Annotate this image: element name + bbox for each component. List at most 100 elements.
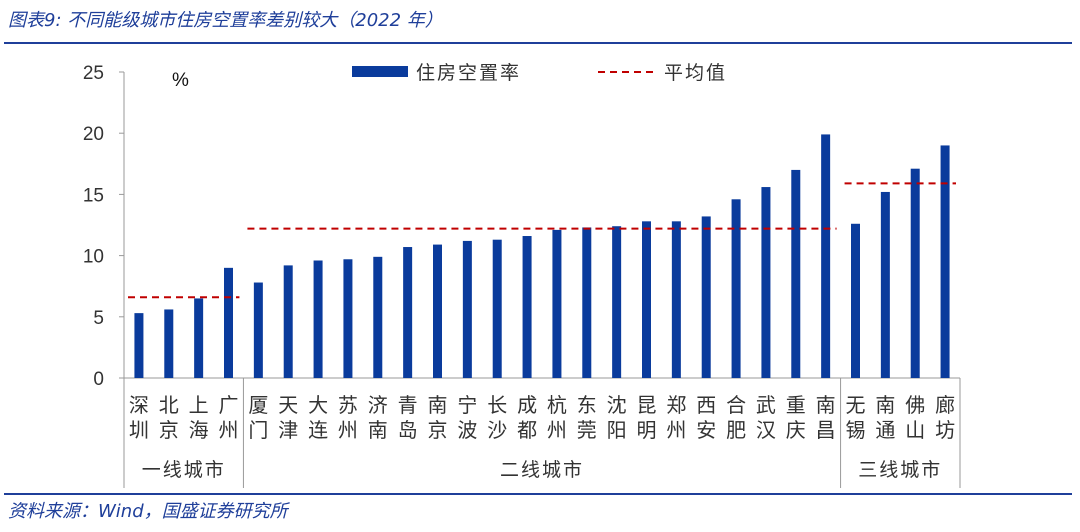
x-tick-label: 锡 [846, 418, 866, 442]
x-tick-label: 肥 [726, 418, 746, 442]
x-tick-label: 成 [517, 393, 537, 417]
bar [642, 221, 651, 378]
x-tick-label: 州 [219, 418, 239, 442]
bottom-rule [4, 493, 1072, 495]
x-tick-label: 深 [129, 393, 149, 417]
x-tick-label: 圳 [129, 418, 149, 442]
x-tick-label: 山 [905, 418, 925, 442]
bar [612, 226, 622, 378]
bar [462, 240, 472, 378]
legend-bar-label: 住房空置率 [416, 62, 521, 84]
x-tick-label: 沙 [487, 418, 507, 442]
bar [761, 187, 771, 378]
x-tick-label: 州 [666, 418, 686, 442]
top-rule [4, 42, 1072, 44]
bar [433, 244, 442, 378]
bar [134, 313, 144, 378]
x-tick-label: 汉 [756, 418, 776, 442]
x-tick-label: 上 [189, 393, 209, 417]
y-unit-label: % [172, 70, 189, 91]
x-tick-label: 州 [338, 418, 358, 442]
bar [253, 282, 263, 378]
x-tick-label: 佛 [905, 393, 925, 417]
x-tick-label: 昆 [637, 393, 657, 417]
bar [522, 236, 532, 378]
y-tick-label: 15 [83, 185, 104, 206]
source-note: 资料来源：Wind，国盛证券研究所 [8, 501, 288, 522]
bar [403, 247, 413, 378]
bar [194, 298, 204, 378]
bar [851, 223, 860, 378]
x-tick-label: 西 [696, 393, 716, 417]
x-tick-label: 莞 [577, 418, 597, 442]
y-tick-label: 25 [83, 63, 104, 84]
bar [940, 145, 950, 378]
x-tick-label: 连 [308, 418, 328, 442]
x-tick-label: 廊 [935, 393, 955, 417]
x-tick-label: 通 [875, 418, 895, 442]
x-tick-label: 东 [577, 393, 597, 417]
x-tick-label: 大 [308, 393, 328, 417]
x-tick-label: 郑 [666, 393, 686, 417]
y-tick-label: 0 [93, 369, 104, 390]
bar [224, 267, 233, 378]
bar [671, 221, 681, 378]
x-tick-label: 武 [756, 393, 776, 417]
x-tick-label: 济 [368, 393, 388, 417]
x-tick-label: 厦 [248, 393, 268, 417]
y-tick-label: 20 [83, 124, 104, 145]
x-tick-label: 杭 [547, 393, 567, 417]
bar [313, 260, 323, 378]
bar [821, 134, 831, 378]
x-tick-label: 合 [726, 393, 746, 417]
group-label: 二线城市 [500, 459, 584, 481]
bar [492, 239, 502, 378]
x-tick-label: 门 [248, 418, 268, 442]
x-tick-label: 庆 [786, 418, 806, 442]
group-label: 一线城市 [142, 459, 226, 481]
x-tick-label: 海 [189, 418, 209, 442]
x-tick-label: 州 [547, 418, 567, 442]
x-tick-label: 昌 [816, 418, 836, 442]
bar [343, 259, 353, 378]
x-tick-label: 南 [368, 418, 388, 442]
bar [701, 216, 711, 378]
bar [582, 227, 592, 378]
x-tick-label: 岛 [398, 418, 418, 442]
bar [910, 168, 920, 378]
x-tick-label: 沈 [607, 393, 627, 417]
x-tick-label: 波 [457, 418, 477, 442]
x-tick-label: 重 [786, 393, 806, 417]
bar [283, 265, 293, 378]
x-tick-label: 都 [517, 418, 537, 442]
bar [373, 256, 383, 378]
bar [164, 309, 174, 378]
x-tick-label: 阳 [607, 418, 627, 442]
x-tick-label: 无 [846, 393, 866, 417]
bar [552, 229, 562, 378]
x-tick-label: 苏 [338, 393, 358, 417]
legend-line-label: 平均值 [664, 62, 727, 84]
y-tick-label: 10 [83, 247, 104, 268]
x-tick-label: 天 [278, 393, 298, 417]
x-tick-label: 南 [875, 393, 895, 417]
x-tick-label: 京 [428, 418, 448, 442]
legend-bar-swatch [352, 66, 408, 77]
x-tick-label: 安 [696, 418, 716, 442]
x-tick-label: 津 [278, 418, 298, 442]
bar [880, 191, 890, 378]
figure-title: 图表9: 不同能级城市住房空置率差别较大（2022 年） [8, 10, 443, 31]
x-tick-label: 青 [398, 393, 418, 417]
x-tick-label: 长 [487, 393, 507, 417]
x-tick-label: 北 [159, 393, 179, 417]
bar [791, 169, 801, 378]
x-tick-label: 明 [637, 418, 657, 442]
x-tick-label: 南 [816, 393, 836, 417]
x-tick-label: 宁 [457, 393, 477, 417]
y-tick-label: 5 [93, 308, 104, 329]
x-tick-label: 南 [428, 393, 448, 417]
x-tick-label: 广 [219, 393, 239, 417]
group-label: 三线城市 [858, 459, 942, 481]
x-tick-label: 京 [159, 418, 179, 442]
